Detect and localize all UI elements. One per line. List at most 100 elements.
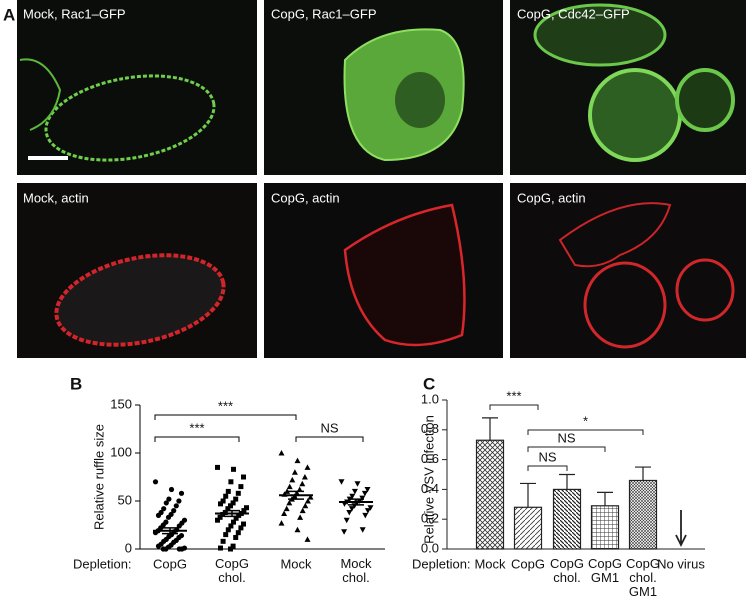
panel-letter: B (70, 374, 82, 393)
cell (588, 68, 682, 162)
bar (513, 506, 543, 550)
data-point (294, 457, 301, 464)
data-point (155, 512, 162, 519)
y-axis-label: Relative VSV infection (421, 415, 436, 544)
error-bar (348, 498, 364, 506)
x-tick-label: CopG chol. (550, 556, 584, 585)
significance-label: NS (557, 430, 575, 445)
panel-letter: A (3, 5, 15, 24)
x-tick-label: CopG GM1 (588, 556, 622, 585)
data-point (367, 505, 374, 511)
nucleus (395, 72, 445, 128)
data-point (165, 514, 172, 520)
data-point (228, 479, 234, 485)
y-tick-label: 1.0 (421, 391, 439, 406)
data-point (155, 543, 162, 549)
data-point (233, 534, 239, 540)
significance-label: *** (218, 398, 233, 413)
image-label: CopG, actin (517, 190, 586, 205)
data-point (171, 508, 177, 514)
data-point (241, 508, 247, 514)
data-point (284, 488, 291, 494)
significance-label: *** (506, 388, 521, 403)
significance-bracket (527, 429, 644, 435)
data-point (230, 500, 236, 506)
x-tick-label: CopG chol. (215, 556, 249, 585)
data-point (235, 530, 241, 536)
data-point (299, 480, 306, 487)
x-tick-label: Mock (474, 556, 506, 571)
cell (533, 3, 667, 67)
data-point (225, 506, 231, 512)
data-point (238, 484, 244, 490)
y-tick-label: 0 (125, 540, 132, 555)
data-point (301, 474, 308, 480)
y-axis-label: Relative ruffle size (91, 424, 106, 530)
data-point (346, 510, 353, 516)
y-tick-label: 0.4 (421, 481, 439, 496)
data-point (238, 525, 244, 531)
data-point (278, 520, 285, 526)
data-point (168, 486, 175, 493)
micrograph (510, 183, 746, 358)
data-point (359, 527, 366, 533)
bar (628, 479, 658, 550)
x-tick-label: CopG (153, 556, 187, 571)
data-point (236, 512, 242, 518)
data-point (160, 546, 166, 552)
data-point (166, 496, 172, 502)
data-point (304, 536, 311, 542)
data-point (244, 505, 249, 511)
bar (475, 439, 505, 550)
significance-bracket (527, 446, 606, 452)
data-point (225, 488, 231, 494)
x-tick-label: CopG (511, 556, 545, 571)
error-bar (288, 490, 304, 500)
y-tick-label: 50 (118, 492, 132, 507)
data-point (283, 505, 290, 512)
significance-label: NS (320, 420, 338, 435)
significance-label: * (583, 413, 588, 428)
data-point (218, 545, 223, 551)
data-point (161, 506, 167, 512)
cell (44, 74, 216, 162)
significance-bracket (489, 404, 539, 410)
y-tick-label: 0.2 (421, 511, 439, 526)
significance-bracket (527, 465, 568, 471)
y-tick-label: 100 (110, 444, 132, 459)
data-point (341, 529, 348, 535)
data-point (286, 483, 293, 490)
data-point (228, 523, 234, 529)
data-point (304, 498, 311, 504)
cell (19, 58, 62, 131)
data-point (173, 503, 179, 509)
data-point (278, 450, 285, 456)
data-point (178, 490, 185, 496)
error-bar (559, 473, 575, 490)
cell (343, 203, 466, 347)
data-point (343, 517, 350, 524)
cell (675, 258, 735, 322)
data-point (217, 514, 223, 520)
image-label: Mock, Rac1–GFP (23, 6, 126, 21)
data-point (297, 514, 304, 520)
significance-bracket (295, 436, 364, 442)
error-bar (597, 491, 613, 506)
x-axis-label: Depletion: (73, 556, 132, 571)
data-point (215, 517, 220, 523)
data-point (296, 486, 303, 492)
data-point (362, 512, 369, 519)
image-label: CopG, Cdc42–GFP (517, 6, 630, 21)
error-bar (162, 527, 178, 535)
data-point (163, 500, 169, 506)
data-point (152, 479, 159, 485)
data-point (354, 481, 361, 487)
data-point (176, 498, 182, 504)
data-point (223, 532, 229, 538)
data-point (176, 546, 182, 552)
x-tick-label: Mock (280, 556, 312, 571)
data-point (225, 527, 231, 533)
cell (675, 68, 735, 132)
